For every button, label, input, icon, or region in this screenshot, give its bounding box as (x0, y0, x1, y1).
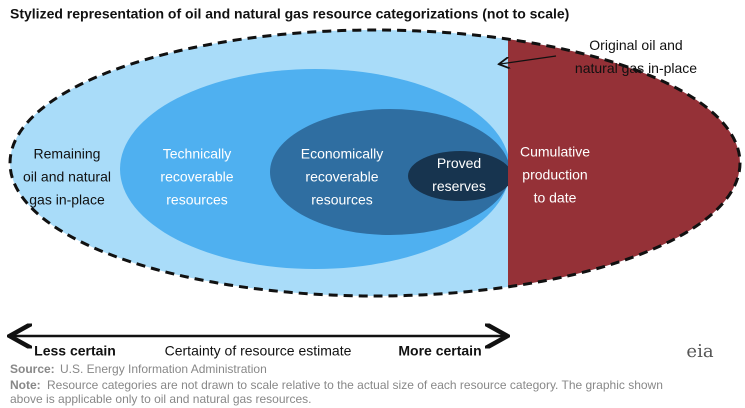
economically-label: resources (311, 192, 372, 208)
title: Stylized representation of oil and natur… (10, 6, 569, 22)
technically-label: resources (166, 192, 227, 208)
remaining-label: gas in-place (29, 192, 105, 208)
annotation-label: Original oil and (589, 37, 682, 53)
axis-right: More certain (398, 343, 481, 359)
outer-border (8, 28, 742, 298)
annotation-arrow (500, 55, 557, 64)
source-label: Source: (10, 362, 55, 376)
proved-ellipse (408, 151, 508, 201)
note-line: Resource categories are not drawn to sca… (47, 378, 663, 392)
cumulative-label: Cumulative (520, 144, 590, 160)
proved-label: Proved (437, 155, 481, 171)
technically-label: Technically (163, 146, 231, 162)
cumulative-region (508, 39, 740, 287)
axis-left: Less certain (34, 343, 116, 359)
source-text: U.S. Energy Information Administration (60, 362, 267, 376)
cumulative-label: production (522, 167, 587, 183)
note-line: above is applicable only to oil and natu… (10, 392, 312, 406)
remaining-label: Remaining (34, 146, 101, 162)
technically-label: recoverable (160, 169, 233, 185)
cumulative-label: to date (534, 190, 577, 206)
economically-label: recoverable (305, 169, 378, 185)
note-label: Note: (10, 378, 41, 392)
economically-label: Economically (301, 146, 383, 162)
proved-label: reserves (432, 178, 486, 194)
eia-logo: eia (686, 341, 713, 362)
economically-ellipse (270, 109, 508, 235)
axis-middle: Certainty of resource estimate (165, 343, 352, 359)
remaining-label: oil and natural (23, 169, 111, 185)
annotation-label: natural gas in-place (575, 60, 697, 76)
